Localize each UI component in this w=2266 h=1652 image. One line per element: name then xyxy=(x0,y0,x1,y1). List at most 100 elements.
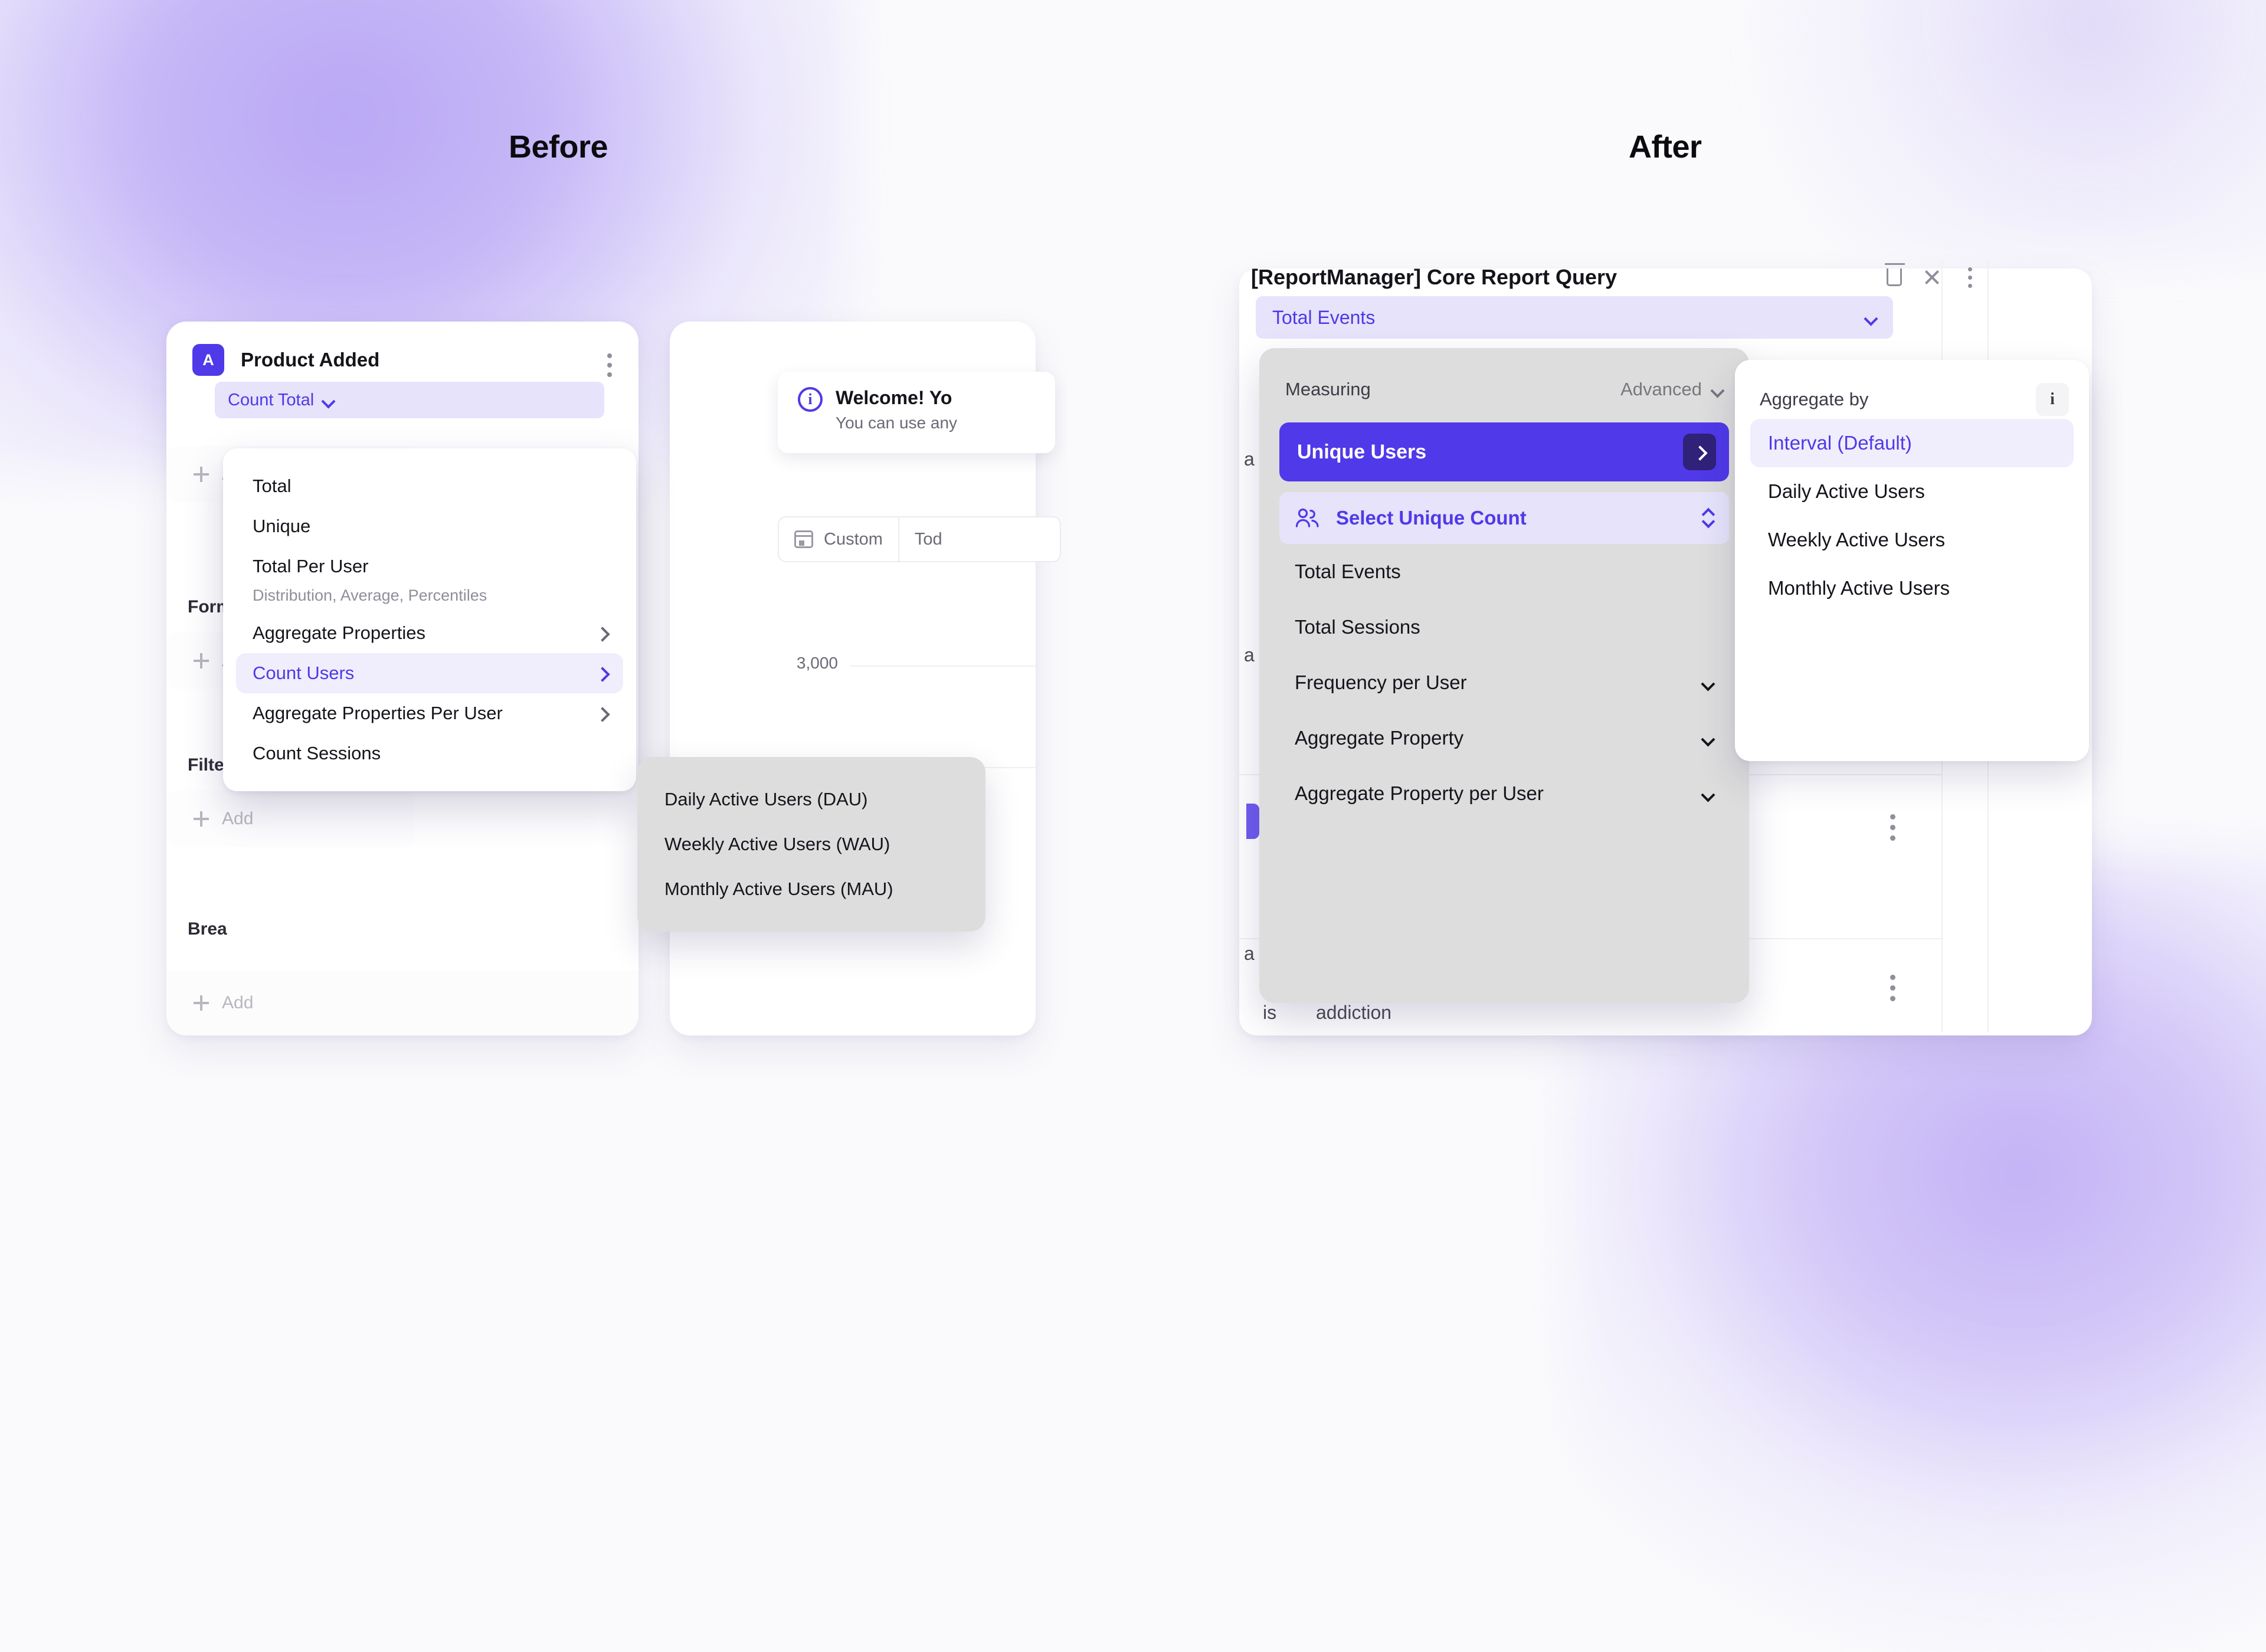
measuring-item-aggregate-property-per-user[interactable]: Aggregate Property per User xyxy=(1279,766,1729,821)
plus-icon xyxy=(194,653,209,668)
after-condition-value: addiction xyxy=(1316,1002,1392,1023)
aggregate-by-header: Aggregate by i xyxy=(1735,380,2089,419)
menu-item-label: Count Sessions xyxy=(253,743,381,763)
aggregate-by-item-daily-active-users[interactable]: Daily Active Users xyxy=(1768,480,1925,502)
menu-item-label: Aggregate Properties xyxy=(253,622,425,643)
before-measure-dropdown: Total Unique Total Per User Distribution… xyxy=(223,448,636,791)
aggregate-by-item-monthly-active-users[interactable]: Monthly Active Users xyxy=(1768,577,1950,599)
measuring-item-aggregate-property[interactable]: Aggregate Property xyxy=(1279,710,1729,766)
after-condition-operator: is xyxy=(1263,1002,1277,1023)
plus-icon xyxy=(194,467,209,482)
before-count-users-submenu: Daily Active Users (DAU) Weekly Active U… xyxy=(637,757,985,932)
chevron-down-icon xyxy=(1702,790,1714,797)
after-fragment-letter-2: a xyxy=(1244,644,1255,666)
measuring-mode-label: Advanced xyxy=(1620,379,1702,399)
menu-item-label: Count Users xyxy=(253,663,355,683)
chevron-right-icon xyxy=(597,709,607,718)
menu-item-aggregate-properties-per-user[interactable]: Aggregate Properties Per User xyxy=(236,693,623,733)
total-events-select[interactable]: Total Events xyxy=(1256,296,1893,339)
calendar-icon xyxy=(794,530,813,548)
after-card-header: [ReportManager] Core Report Query xyxy=(1251,260,1989,295)
measuring-item-label: Total Events xyxy=(1295,560,1401,582)
menu-item-label: Unique xyxy=(253,516,311,536)
before-add-row-4[interactable]: Add xyxy=(166,971,638,1035)
divider xyxy=(898,517,899,561)
after-active-row-indicator xyxy=(1246,804,1259,839)
menu-item-count-sessions[interactable]: Count Sessions xyxy=(236,733,623,773)
submenu-item-wau[interactable]: Weekly Active Users (WAU) xyxy=(664,834,890,854)
chevron-right-icon xyxy=(597,668,607,678)
query-letter-badge: A xyxy=(192,344,224,376)
after-fragment-letter-1: a xyxy=(1244,448,1255,470)
select-unique-count-field[interactable]: Select Unique Count xyxy=(1279,492,1729,544)
select-unique-count-label: Select Unique Count xyxy=(1336,507,1527,529)
custom-label: Custom xyxy=(824,529,883,549)
chart-gridline-3000 xyxy=(850,666,1036,667)
today-label: Tod xyxy=(914,529,942,549)
before-group-label-filters: Filte xyxy=(188,755,224,775)
kebab-menu-icon[interactable] xyxy=(1951,267,1989,288)
chevron-down-icon xyxy=(322,396,334,404)
count-total-label: Count Total xyxy=(228,390,315,409)
menu-item-label: Total xyxy=(253,476,292,496)
before-group-label-breakdown: Brea xyxy=(188,919,227,939)
close-icon[interactable] xyxy=(1913,268,1951,286)
after-section-title: After xyxy=(1629,129,1702,165)
measuring-item-total-events[interactable]: Total Events xyxy=(1279,544,1729,599)
count-total-select[interactable]: Count Total xyxy=(215,382,604,418)
measuring-popover: Measuring Advanced Unique Users xyxy=(1259,348,1749,1003)
add-label: Add xyxy=(222,993,254,1012)
aggregate-by-item-weekly-active-users[interactable]: Weekly Active Users xyxy=(1768,529,1946,550)
chevron-down-icon xyxy=(1702,735,1714,742)
info-circle-icon: i xyxy=(798,387,823,412)
menu-item-label: Aggregate Properties Per User xyxy=(253,703,503,723)
measuring-item-label: Frequency per User xyxy=(1295,671,1467,693)
menu-item-label: Total Per User xyxy=(253,556,369,576)
measuring-item-label: Aggregate Property per User xyxy=(1295,782,1544,804)
welcome-toast: i Welcome! Yo You can use any xyxy=(778,372,1055,453)
before-add-row-3[interactable]: Add xyxy=(166,791,414,847)
chevron-down-icon xyxy=(1702,679,1714,686)
people-icon xyxy=(1295,508,1321,528)
chevron-right-icon[interactable] xyxy=(1683,434,1716,470)
after-card-title: [ReportManager] Core Report Query xyxy=(1251,265,1617,289)
chart-tick-3000: 3,000 xyxy=(796,654,838,672)
aggregate-by-item-interval-default[interactable]: Interval (Default) xyxy=(1750,419,2074,467)
measuring-header: Measuring Advanced xyxy=(1259,372,1749,407)
submenu-item-dau[interactable]: Daily Active Users (DAU) xyxy=(664,789,868,809)
measuring-item-total-sessions[interactable]: Total Sessions xyxy=(1279,599,1729,655)
total-events-label: Total Events xyxy=(1272,306,1376,328)
chevron-down-icon xyxy=(1865,314,1877,321)
toast-title: Welcome! Yo xyxy=(836,387,952,408)
menu-item-count-users[interactable]: Count Users xyxy=(236,653,623,693)
menu-item-aggregate-properties[interactable]: Aggregate Properties xyxy=(236,613,623,653)
query-event-name: Product Added xyxy=(241,349,380,371)
measuring-option-unique-users[interactable]: Unique Users xyxy=(1279,422,1729,481)
after-fragment-letter-3: a xyxy=(1244,943,1255,964)
measuring-item-frequency-per-user[interactable]: Frequency per User xyxy=(1279,655,1729,710)
menu-item-total-per-user[interactable]: Total Per User xyxy=(236,546,623,586)
submenu-item-mau[interactable]: Monthly Active Users (MAU) xyxy=(664,879,893,899)
after-row-kebab-icon-2[interactable] xyxy=(1890,975,1895,1001)
info-icon[interactable]: i xyxy=(2036,383,2069,416)
date-range-control[interactable]: Custom Tod xyxy=(778,516,1061,562)
aggregate-by-popover: Aggregate by i Interval (Default) Daily … xyxy=(1735,360,2089,761)
comparison-stage: Before After 3,000 2,500 A Product Added… xyxy=(0,0,2266,1274)
plus-icon xyxy=(194,995,209,1011)
trash-icon[interactable] xyxy=(1875,263,1913,286)
after-row-kebab-icon-1[interactable] xyxy=(1890,814,1895,841)
plus-icon xyxy=(194,811,209,827)
date-range-today-button[interactable]: Tod xyxy=(899,517,958,561)
chevron-down-icon xyxy=(1711,386,1723,393)
add-label: Add xyxy=(222,809,254,828)
aggregate-by-heading: Aggregate by xyxy=(1760,389,1869,409)
query-kebab-menu-icon[interactable] xyxy=(607,344,613,377)
chevron-up-down-icon xyxy=(1702,508,1714,528)
menu-item-total[interactable]: Total xyxy=(236,466,623,506)
chevron-right-icon xyxy=(597,628,607,638)
measuring-mode-toggle[interactable]: Advanced xyxy=(1620,379,1723,400)
menu-item-total-per-user-subtitle: Distribution, Average, Percentiles xyxy=(253,586,487,604)
menu-item-unique[interactable]: Unique xyxy=(236,506,623,546)
date-range-custom-button[interactable]: Custom xyxy=(779,517,898,561)
measuring-item-label: Total Sessions xyxy=(1295,616,1420,638)
